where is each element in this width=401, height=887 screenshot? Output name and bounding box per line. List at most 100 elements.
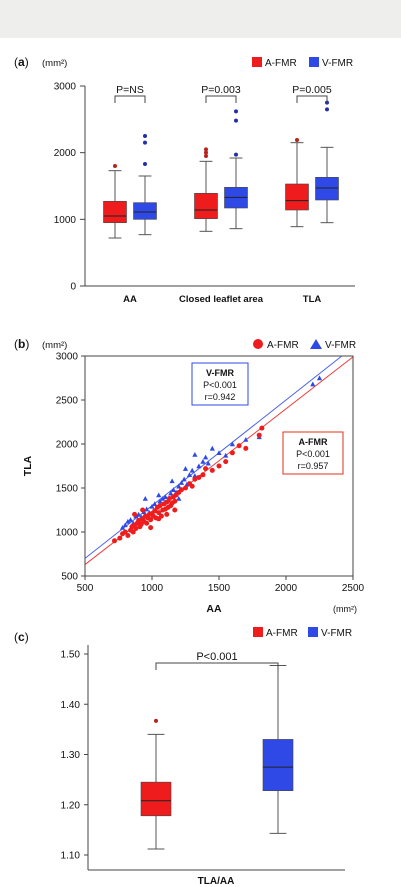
panel-b-point-afmr-55	[256, 432, 262, 438]
panel-b-point-afmr-58	[140, 507, 146, 513]
panel-a-box-afmr-0-body	[103, 201, 127, 223]
panel-b-point-vfmr-23	[181, 476, 187, 482]
panel-b-point-vfmr-39	[316, 375, 323, 381]
panel-a-y-tick-label-2: 2000	[54, 148, 77, 159]
panel-b-point-afmr-47	[200, 472, 206, 478]
panel-b-y-tick-label-1: 1000	[56, 528, 79, 539]
afmr-stats-r: r=0.957	[298, 461, 329, 471]
panel-a-box-afmr-0	[103, 164, 127, 239]
panel-b-point-vfmr-12	[152, 501, 158, 507]
panel-b-point-afmr-45	[192, 476, 198, 482]
panel-a-box-afmr-2-outlier-0	[295, 138, 299, 142]
panel-a-box-afmr-1	[194, 147, 218, 232]
panel-a-x-tick-label-0: AA	[123, 294, 137, 305]
panel-b-point-afmr-52	[229, 450, 235, 456]
vfmr-stats-box	[191, 362, 249, 406]
panel-b: (b) (mm²) A-FMR V-FMR AA (mm²) TLA 500 10…	[14, 337, 365, 615]
panel-b-point-afmr-32	[164, 499, 170, 505]
panel-b-point-afmr-57	[132, 511, 138, 517]
legend-a-afmr-label: A-FMR	[265, 58, 297, 69]
panel-a-unit: (mm²)	[42, 58, 67, 69]
panel-a-pvalue-2: P=0.005	[292, 84, 332, 103]
panel-b-x-tick-label-4: 2500	[342, 583, 365, 594]
panel-b-fit-line-v-fmr	[84, 355, 343, 559]
panel-a-y-tick-label-0: 0	[70, 282, 76, 293]
panel-b-point-vfmr-32	[209, 445, 215, 451]
afmr-stats-title: A-FMR	[299, 437, 328, 447]
panel-b-point-vfmr-43	[182, 466, 189, 471]
panel-b-point-vfmr-34	[223, 452, 229, 458]
panel-c-box-afmr-body	[140, 781, 172, 817]
legend-b-vfmr-marker	[310, 339, 322, 349]
panel-a: (a) (mm²) A-FMR V-FMR 0 1000 2000 3000 P=NS A…	[14, 55, 355, 305]
panel-b-point-vfmr-3	[127, 517, 134, 522]
panel-a-box-vfmr-0-outlier-1	[143, 140, 147, 145]
panel-a-box-vfmr-0	[133, 134, 157, 236]
panel-b-point-vfmr-18	[168, 490, 174, 496]
panel-b-point-afmr-59	[148, 525, 154, 531]
panel-a-pvalue-0-label: P=NS	[116, 84, 144, 96]
panel-b-point-vfmr-30	[203, 454, 209, 460]
legend-a-vfmr-label: V-FMR	[322, 58, 353, 69]
panel-a-box-afmr-0-outlier-0	[113, 164, 117, 168]
panel-a-pvalue-1: P=0.003	[201, 84, 241, 103]
panel-b-y-label: TLA	[22, 455, 34, 476]
panel-b-point-vfmr-0	[119, 525, 126, 530]
panel-b-y-tick-label-5: 3000	[56, 352, 79, 363]
panel-b-point-afmr-11	[136, 518, 142, 524]
panel-c-pvalue: P<0.001	[155, 651, 279, 670]
panel-b-point-afmr-46	[196, 474, 202, 480]
panel-c-box-afmr	[140, 718, 172, 850]
panel-a-box-vfmr-2-outlier-0	[325, 107, 329, 112]
panel-b-point-afmr-26	[156, 510, 162, 516]
panel-b-point-afmr-48	[203, 466, 209, 472]
panel-a-box-vfmr-1	[224, 109, 248, 230]
panel-b-point-afmr-17	[144, 520, 150, 526]
panel-b-point-afmr-53	[236, 443, 242, 449]
panel-b-point-afmr-23	[152, 508, 158, 514]
panel-b-point-vfmr-45	[176, 495, 182, 501]
panel-a-box-vfmr-2	[315, 100, 339, 224]
panel-b-point-vfmr-33	[216, 450, 222, 455]
panel-b-point-afmr-54	[243, 445, 249, 451]
panel-c-y-tick-label-4: 1.50	[61, 650, 81, 661]
panel-b-point-afmr-0	[111, 538, 117, 544]
panel-a-box-vfmr-0-body	[133, 202, 157, 220]
panel-a-box-vfmr-0-outlier-0	[143, 162, 147, 166]
panel-b-point-afmr-3	[122, 529, 128, 535]
panel-a-pvalue-2-line	[296, 95, 328, 103]
panel-b-point-vfmr-42	[169, 478, 175, 484]
panel-b-point-afmr-20	[148, 517, 154, 523]
panel-c-y-tick-label-2: 1.30	[61, 750, 81, 761]
legend-c-vfmr-label: V-FMR	[321, 628, 352, 639]
panel-b-point-vfmr-16	[162, 494, 168, 499]
panel-b-point-vfmr-31	[205, 460, 211, 466]
panel-b-x-tick-label-0: 500	[77, 583, 94, 594]
panel-b-point-afmr-9	[133, 525, 139, 531]
vfmr-stats-p: P<0.001	[203, 380, 237, 390]
panel-b-point-vfmr-41	[156, 492, 162, 498]
panel-a-pvalue-2-label: P=0.005	[292, 84, 332, 96]
panel-c: (c) A-FMR V-FMR 1.10 1.20 1.30 1.40 1.50 P<0.…	[14, 627, 352, 887]
panel-a-box-vfmr-1-outlier-1	[234, 118, 238, 123]
panel-b-point-vfmr-29	[200, 459, 206, 464]
panel-a-x-tick-label-1: Closed leaflet area	[179, 294, 264, 305]
panel-b-unit: (mm²)	[42, 340, 67, 351]
panel-a-box-afmr-1-body	[194, 193, 218, 219]
panel-a-box-vfmr-1-outlier-2	[234, 109, 238, 114]
panel-b-x-tick-label-3: 2000	[275, 583, 298, 594]
panel-b-label: (b)	[14, 337, 29, 351]
legend-b-afmr-label: A-FMR	[267, 340, 299, 351]
panel-b-y-tick-label-2: 1500	[56, 484, 79, 495]
panel-b-point-afmr-4	[125, 533, 131, 539]
panel-c-y-tick-label-3: 1.40	[61, 700, 81, 711]
panel-a-box-afmr-1-outlier-1	[204, 150, 208, 155]
panel-a-pvalue-1-line	[205, 95, 237, 103]
legend-a-afmr-swatch	[252, 57, 262, 67]
panel-b-y-tick-label-0: 500	[61, 572, 78, 583]
panel-c-y-tick-label-1: 1.20	[61, 800, 81, 811]
panel-a-x-tick-label-2: TLA	[303, 294, 322, 305]
panel-b-point-vfmr-38	[310, 381, 316, 387]
panel-c-label: (c)	[14, 630, 29, 644]
